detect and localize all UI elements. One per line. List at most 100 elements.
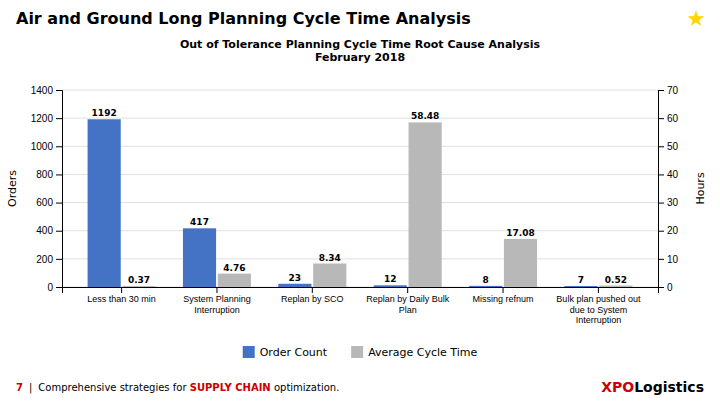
legend-swatch (243, 346, 255, 358)
tick: 50 (658, 141, 679, 152)
tick: 30 (658, 197, 679, 208)
tick: Missing refnum (473, 287, 534, 304)
tick-label: 200 (36, 254, 53, 265)
tick-label: 20 (667, 225, 679, 236)
tick-label: 1400 (31, 85, 54, 96)
tick: Replan by Daily BulkPlan (366, 287, 450, 315)
tick-mark (503, 287, 504, 293)
legend-item: Order Count (243, 346, 328, 359)
legend-item: Average Cycle Time (351, 346, 477, 359)
grid-line (62, 90, 658, 91)
annotation: optimization. (271, 382, 340, 393)
tick: 800 (36, 169, 62, 180)
tick-label: Bulk plan pushed outdue to SystemInterru… (556, 294, 641, 325)
tick-label: 60 (667, 113, 679, 124)
legend-label: Average Cycle Time (368, 346, 477, 359)
axis-line (63, 288, 659, 294)
tick: 40 (658, 169, 679, 180)
axis-title: Hours (694, 172, 707, 204)
annotation: SUPPLY CHAIN (190, 382, 271, 393)
tick-mark (658, 90, 664, 91)
tick-label: 0 (47, 282, 53, 293)
axis: 0 200 400 600 800 1000 1200 1400 (31, 85, 63, 293)
axis: Less than 30 min System PlanningInterrupt… (63, 287, 659, 325)
tick-mark (121, 287, 122, 293)
tick: 0 (47, 282, 62, 293)
tick-mark (56, 174, 62, 175)
tick-mark (56, 90, 62, 91)
tick: 0 (658, 282, 673, 293)
tick-mark (658, 174, 664, 175)
bar (469, 286, 502, 287)
tick-label: Replan by SCO (281, 294, 344, 304)
legend: Order Count Average Cycle Time (243, 346, 478, 359)
tick: 20 (658, 225, 679, 236)
tick-label: 0 (667, 282, 673, 293)
tick-mark (56, 259, 62, 260)
tick: 1200 (31, 113, 62, 124)
tick-label: 40 (667, 169, 679, 180)
tick-label: Less than 30 min (87, 294, 156, 304)
bar (504, 239, 537, 287)
tick-label: 30 (667, 197, 679, 208)
grid-line (62, 118, 658, 119)
bar (564, 286, 597, 287)
annotation: | (29, 382, 32, 394)
grid-line (62, 146, 658, 147)
tick: 60 (658, 113, 679, 124)
bar (409, 122, 442, 287)
tick-mark (216, 287, 217, 293)
tick-mark (658, 231, 664, 232)
data-label: 17.08 (506, 228, 534, 238)
tick: 1000 (31, 141, 62, 152)
data-label: 4.76 (223, 263, 245, 273)
tick-mark (56, 231, 62, 232)
bar (374, 285, 407, 287)
bar (313, 264, 346, 287)
logo: XPOLogistics (601, 379, 704, 395)
tick-label: System PlanningInterruption (183, 294, 251, 314)
tick-mark (658, 118, 664, 119)
tick-mark (658, 259, 664, 260)
bar (183, 228, 216, 287)
grid-line (62, 230, 658, 231)
axis-line (659, 91, 665, 288)
tick-label: 400 (36, 225, 53, 236)
data-label: 1192 (92, 108, 117, 118)
tick: System PlanningInterruption (183, 287, 251, 315)
tick: 10 (658, 254, 679, 265)
tick-mark (312, 287, 313, 293)
bars (88, 119, 633, 287)
tick: 1400 (31, 85, 62, 96)
annotation: ★ (686, 6, 706, 31)
tick-mark (56, 118, 62, 119)
tick: 70 (658, 85, 679, 96)
axis-title: Orders (6, 170, 19, 207)
tick-label: 800 (36, 169, 53, 180)
bar (122, 286, 155, 287)
tick-label: 50 (667, 141, 679, 152)
data-label: 7 (578, 275, 584, 285)
tick-mark (56, 287, 62, 288)
data-label: 0.52 (605, 275, 627, 285)
bar (599, 286, 632, 287)
tick: 200 (36, 254, 62, 265)
annotation: Comprehensive strategies for (38, 382, 189, 393)
bar (88, 119, 121, 287)
bar (218, 274, 251, 287)
tick-label: Missing refnum (473, 294, 534, 304)
tick-label: 10 (667, 254, 679, 265)
tick-mark (598, 287, 599, 293)
data-label: 0.37 (128, 275, 150, 285)
tick-mark (658, 146, 664, 147)
subtitle: Out of Tolerance Planning Cycle Time Roo… (180, 38, 541, 64)
bar (278, 284, 311, 287)
grid (62, 90, 658, 287)
title: Air and Ground Long Planning Cycle Time … (16, 9, 471, 28)
tick-label: 600 (36, 197, 53, 208)
grid-line (62, 258, 658, 259)
tick-label: 1000 (31, 141, 54, 152)
data-label: 417 (190, 217, 209, 227)
tick-label: 70 (667, 85, 679, 96)
data-labels: 11924172312870.374.768.3458.4817.080.52 (92, 108, 627, 285)
